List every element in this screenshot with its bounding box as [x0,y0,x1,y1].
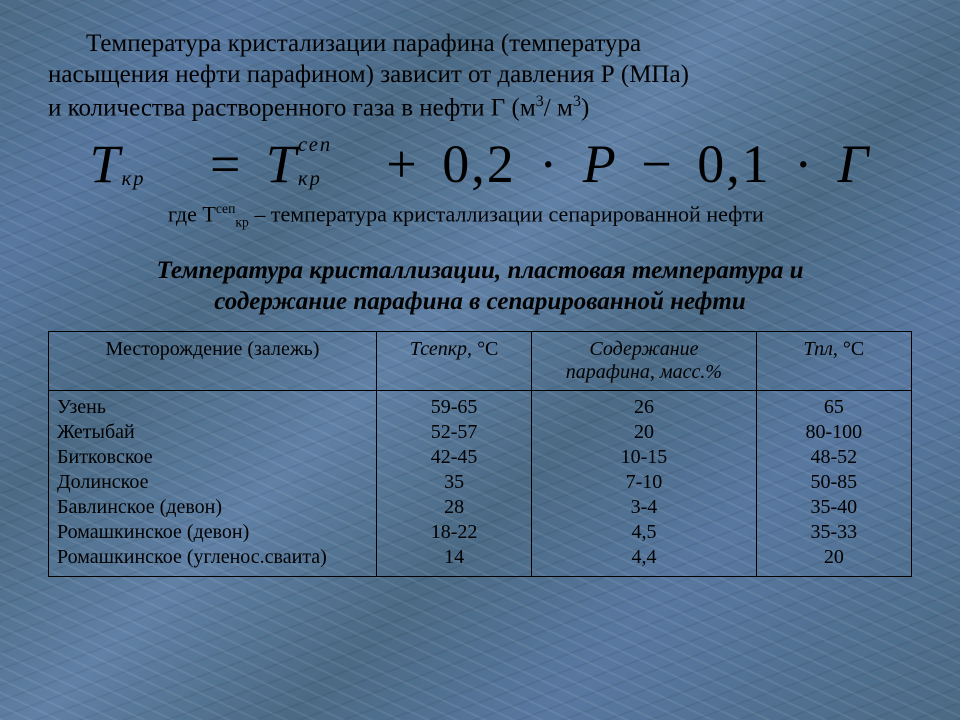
table-title-l2: содержание парафина в сепарированной неф… [214,288,746,315]
formula-T2: Тсепкр [266,137,298,191]
para-line2: насыщения нефти парафином) зависит от да… [48,61,689,88]
cell-tsep: 59-6552-5742-45352818-2214 [376,391,531,577]
table-title: Температура кристаллизации, пластовая те… [48,255,912,318]
cell-content: 262010-157-103-44,54,4 [532,391,756,577]
para-line3b: / м [544,94,573,121]
th-tsep-sup: сеп [420,338,448,360]
para-sup2: 3 [573,92,581,110]
th-content: Содержание парафина, масс.% [532,332,756,391]
formula-T2-sub: кр [298,169,322,190]
th-tsep-pre: Т [410,338,420,360]
th-tsep-post: °С [477,338,498,360]
slide-content: Температура кристализации парафина (темп… [0,0,960,587]
formula-T1: Ткр [90,137,122,191]
formula-c1: 0,2 [442,134,516,194]
formula-T1-base: Т [90,134,122,194]
formula-G: Г [838,134,871,194]
th-content-l2: парафина, масс.% [566,361,722,383]
intro-paragraph: Температура кристализации парафина (темп… [48,28,912,123]
formula: Ткр = Тсепкр + 0,2 · Р − 0,1 · Г [48,133,912,195]
formula-eq: = [202,134,250,194]
formula-P: Р [583,134,618,194]
para-line3c: ) [581,94,589,121]
formula-T2-base: Т [266,134,298,194]
formula-T1-sub: кр [122,169,146,190]
where-clause: где Тсепкр – температура кристаллизации … [168,201,912,231]
formula-minus: − [633,134,681,194]
th-field: Месторождение (залежь) [49,332,377,391]
th-tpl-post: °С [843,338,864,360]
formula-dot2: · [786,134,822,194]
where-rest: – температура кристаллизации сепарирован… [249,201,764,226]
th-tsep: Тсепкр, °С [376,332,531,391]
cell-tpl: 6580-10048-5250-8535-4035-3320 [756,391,911,577]
formula-plus: + [378,134,426,194]
where-sub: кр [235,215,248,230]
th-tpl-pre: Т [803,338,814,360]
para-line3a: и количества растворенного газа в нефти … [48,94,536,121]
table-title-l1: Температура кристаллизации, пластовая те… [157,257,804,284]
th-tpl-mid: , [833,338,843,360]
para-line1: Температура кристализации парафина (темп… [86,30,641,57]
cell-fields: УзеньЖетыбайБитковскоеДолинскоеБавлинско… [49,391,377,577]
table-header-row: Месторождение (залежь) Тсепкр, °С Содерж… [49,332,912,391]
where-prefix: где Т [168,201,216,226]
th-tpl-sub: пл [814,338,833,360]
th-content-l1: Содержание [589,338,698,360]
formula-c2: 0,1 [697,134,771,194]
formula-T2-sup: сеп [298,135,332,156]
formula-dot1: · [531,134,567,194]
th-tsep-sub: кр, [448,338,477,360]
table-row: УзеньЖетыбайБитковскоеДолинскоеБавлинско… [49,391,912,577]
data-table: Месторождение (залежь) Тсепкр, °С Содерж… [48,331,912,577]
where-sup: сеп [216,201,236,216]
para-sup1: 3 [536,92,544,110]
th-tpl: Тпл, °С [756,332,911,391]
